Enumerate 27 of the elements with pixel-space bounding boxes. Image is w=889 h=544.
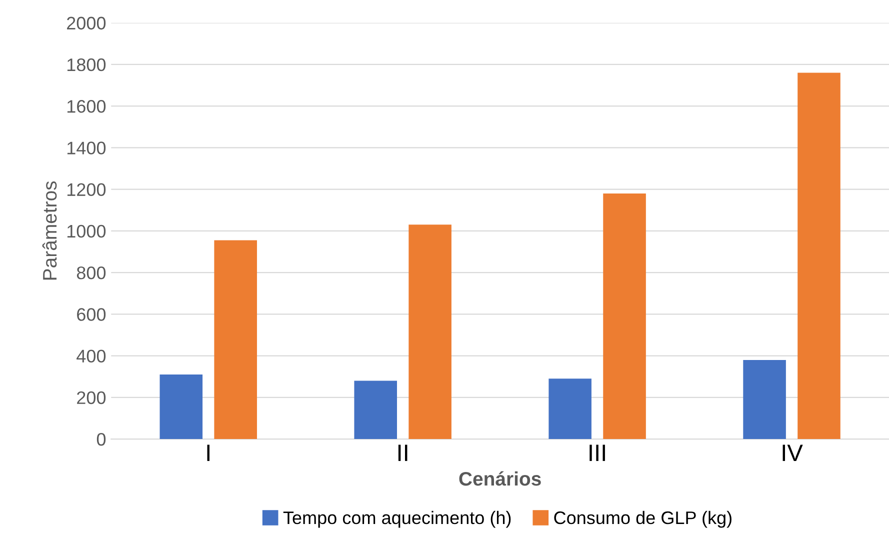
- legend-label: Consumo de GLP (kg): [554, 510, 732, 528]
- y-tick-label: 1800: [67, 58, 106, 72]
- y-tick-label: 800: [76, 266, 106, 280]
- y-tick-label: 2000: [67, 16, 106, 30]
- bar: [603, 193, 646, 440]
- bar: [354, 380, 397, 440]
- bar: [548, 378, 592, 440]
- bar: [408, 224, 452, 440]
- x-tick-label: IV: [782, 444, 803, 461]
- x-axis-title: Cenários: [459, 471, 541, 486]
- bar: [214, 240, 257, 440]
- x-tick-label: III: [590, 444, 605, 461]
- y-tick-label: 1400: [67, 142, 106, 154]
- x-tick-label: I: [207, 444, 210, 461]
- y-tick-label: 400: [76, 350, 106, 362]
- y-tick-label: 0: [96, 432, 106, 446]
- y-tick-label: 200: [77, 391, 106, 404]
- y-tick-label: 1200: [67, 183, 106, 196]
- bar: [160, 374, 203, 440]
- y-axis-title: Parâmetros: [42, 181, 57, 280]
- y-tick-label: 600: [77, 308, 106, 321]
- legend-label: Tempo com aquecimento (h): [283, 510, 511, 528]
- bar: [743, 360, 786, 440]
- bar: [798, 72, 840, 440]
- y-tick-label: 1600: [67, 100, 106, 113]
- y-tick-label: 1000: [67, 224, 106, 238]
- x-tick-label: II: [398, 444, 408, 461]
